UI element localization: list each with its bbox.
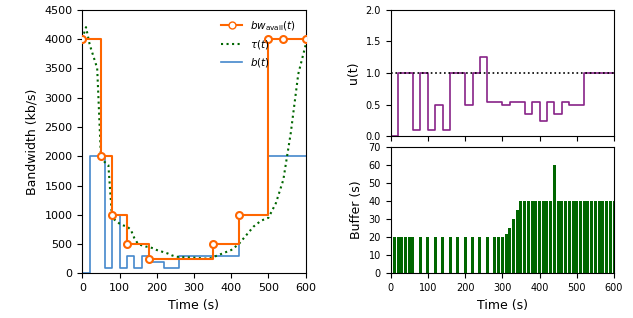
Bar [449, 237, 452, 273]
Bar [560, 201, 563, 273]
Bar [583, 201, 586, 273]
Bar [516, 210, 518, 273]
Bar [463, 237, 467, 273]
Bar [427, 237, 429, 273]
Y-axis label: Bandwidth (kb/s): Bandwidth (kb/s) [26, 88, 39, 195]
Bar [553, 165, 556, 273]
Bar [393, 237, 396, 273]
Bar [530, 201, 534, 273]
X-axis label: Time (s): Time (s) [477, 299, 528, 312]
Bar [523, 201, 526, 273]
Y-axis label: u(t): u(t) [347, 62, 360, 84]
Bar [501, 237, 504, 273]
Bar [613, 201, 615, 273]
Bar [538, 201, 541, 273]
Bar [512, 219, 515, 273]
Bar [505, 234, 508, 273]
Bar [546, 201, 548, 273]
Bar [396, 237, 399, 273]
Bar [419, 237, 422, 273]
Bar [527, 201, 530, 273]
Bar [441, 237, 444, 273]
Bar [598, 201, 601, 273]
Bar [579, 201, 582, 273]
Bar [564, 201, 567, 273]
Bar [549, 201, 552, 273]
Bar [601, 201, 605, 273]
Bar [534, 201, 537, 273]
Legend: $bw_{\rm avail}(t)$, $\tau(t)$, $b(t)$: $bw_{\rm avail}(t)$, $\tau(t)$, $b(t)$ [217, 15, 301, 73]
Bar [497, 237, 500, 273]
Bar [400, 237, 403, 273]
Bar [556, 201, 560, 273]
Y-axis label: Buffer (s): Buffer (s) [350, 181, 363, 239]
Bar [411, 237, 415, 273]
Bar [568, 201, 571, 273]
Bar [590, 201, 593, 273]
Bar [471, 237, 474, 273]
Bar [508, 228, 511, 273]
Bar [594, 201, 597, 273]
Bar [609, 201, 611, 273]
Bar [520, 201, 522, 273]
Bar [404, 237, 407, 273]
Bar [572, 201, 575, 273]
Bar [586, 201, 589, 273]
Bar [605, 201, 608, 273]
Bar [456, 237, 459, 273]
Bar [575, 201, 579, 273]
X-axis label: Time (s): Time (s) [168, 299, 220, 312]
Bar [542, 201, 545, 273]
Bar [486, 237, 489, 273]
Bar [493, 237, 496, 273]
Bar [434, 237, 437, 273]
Bar [408, 237, 411, 273]
Bar [479, 237, 482, 273]
